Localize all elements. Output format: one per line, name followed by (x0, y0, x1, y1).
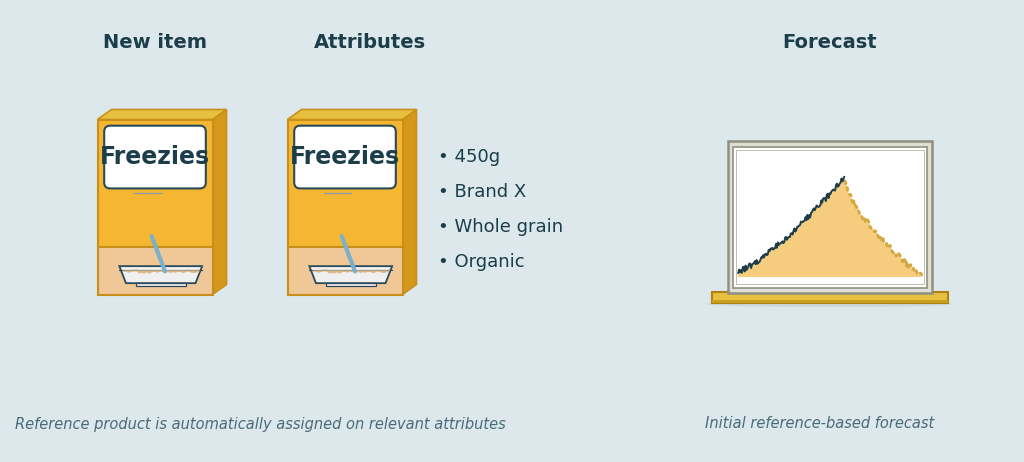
Polygon shape (309, 266, 392, 283)
Polygon shape (213, 109, 226, 294)
Text: Forecast: Forecast (782, 32, 878, 51)
FancyBboxPatch shape (97, 120, 213, 247)
Text: • Brand X: • Brand X (438, 183, 526, 201)
Text: • Organic: • Organic (438, 253, 524, 271)
FancyBboxPatch shape (733, 146, 927, 287)
Polygon shape (738, 177, 922, 277)
Text: Freezies: Freezies (290, 145, 400, 169)
FancyBboxPatch shape (727, 141, 933, 293)
FancyBboxPatch shape (288, 247, 402, 294)
Text: • Whole grain: • Whole grain (438, 218, 563, 236)
Polygon shape (288, 109, 417, 120)
Text: • 450g: • 450g (438, 148, 500, 166)
FancyBboxPatch shape (136, 283, 185, 286)
FancyBboxPatch shape (294, 126, 396, 188)
FancyBboxPatch shape (712, 292, 948, 303)
Text: Reference product is automatically assigned on relevant attributes: Reference product is automatically assig… (14, 417, 506, 432)
FancyBboxPatch shape (712, 299, 948, 303)
Text: New item: New item (103, 32, 207, 51)
Polygon shape (97, 109, 226, 120)
Polygon shape (402, 109, 417, 294)
FancyBboxPatch shape (104, 126, 206, 188)
Ellipse shape (707, 301, 953, 307)
Text: Attributes: Attributes (314, 32, 426, 51)
FancyBboxPatch shape (97, 247, 213, 294)
FancyBboxPatch shape (288, 120, 402, 247)
Text: Freezies: Freezies (100, 145, 210, 169)
Polygon shape (120, 266, 202, 283)
Text: Initial reference-based forecast: Initial reference-based forecast (706, 417, 935, 432)
FancyBboxPatch shape (326, 283, 376, 286)
